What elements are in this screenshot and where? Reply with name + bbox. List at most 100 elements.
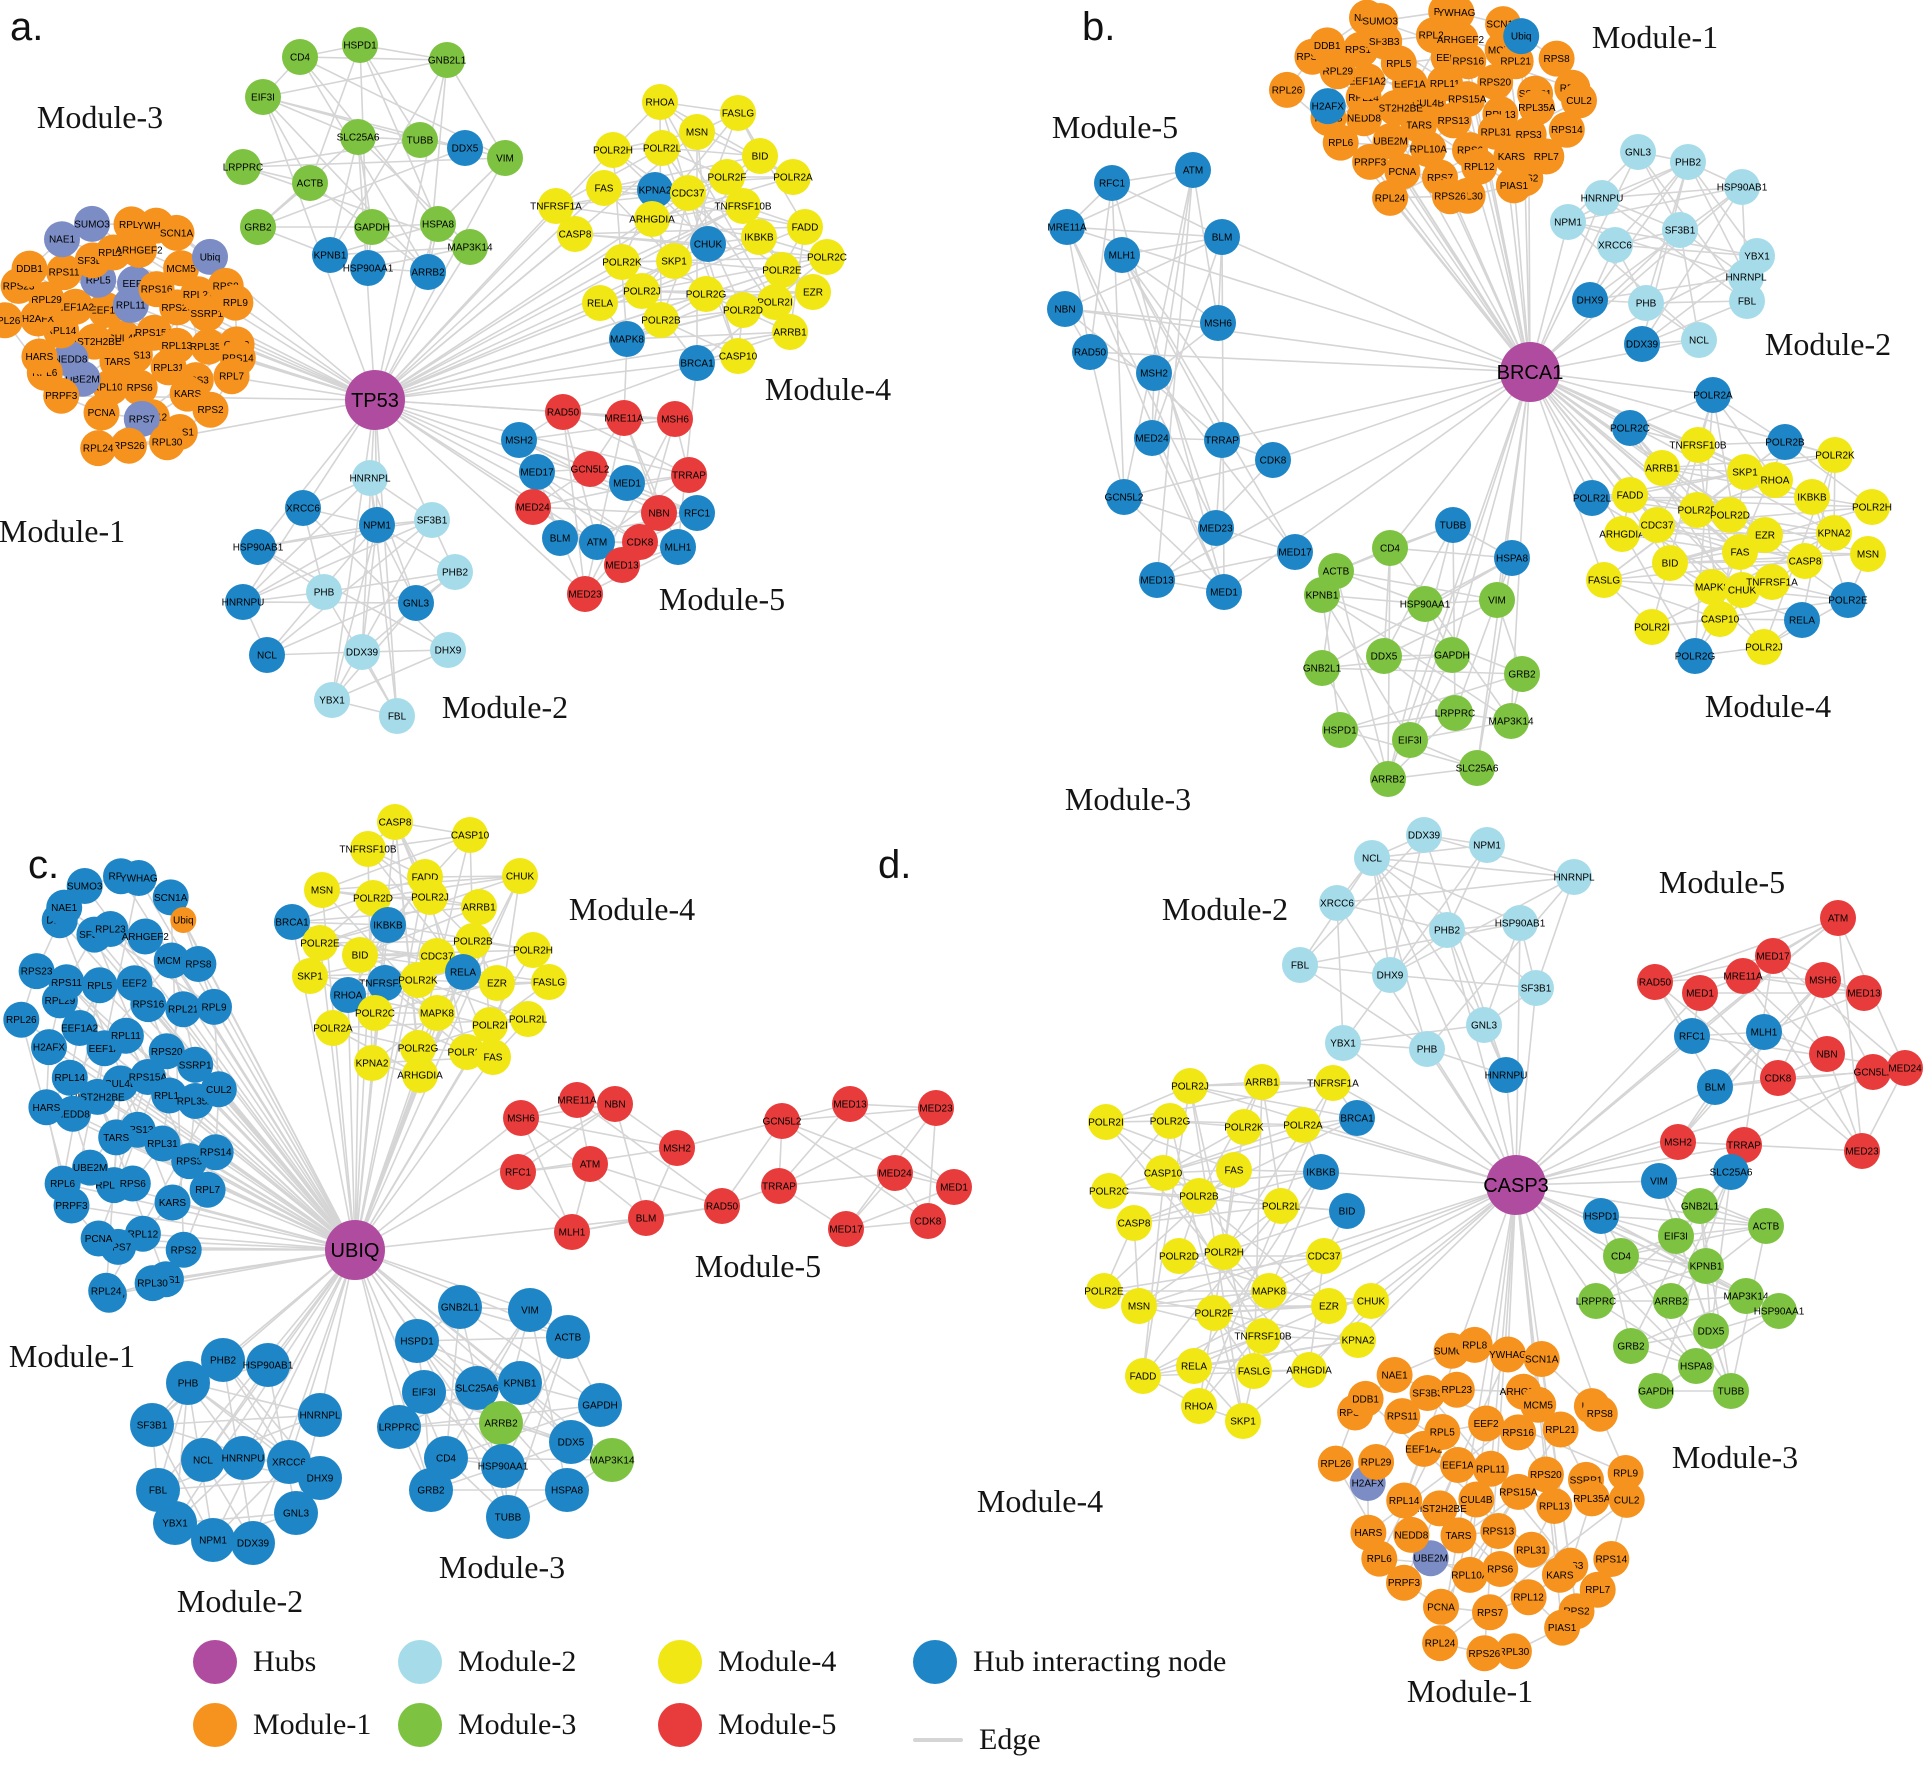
node-RPL24[interactable] [88,1272,125,1309]
node-GCN5L2[interactable] [1855,1054,1891,1090]
node-CASP10[interactable] [452,817,488,853]
node-GNB2L1[interactable] [429,42,465,78]
node-RPL5[interactable] [81,967,118,1004]
node-PCNA[interactable] [1423,1588,1459,1625]
node-DDX39[interactable] [1406,817,1442,853]
node-NPM1[interactable] [1469,827,1505,863]
node-RPS6[interactable] [114,1165,151,1202]
node-PRPF3[interactable] [1352,143,1389,180]
node-MED17[interactable] [1755,938,1791,974]
node-RPL31[interactable] [144,1125,181,1162]
node-DHX9[interactable] [430,632,466,668]
node-HNRNPU[interactable] [1584,180,1620,216]
node-MCM5[interactable] [1520,1386,1557,1423]
node-CD4[interactable] [282,39,318,75]
node-ACTB[interactable] [1748,1208,1784,1244]
node-SF3B1[interactable] [414,502,450,538]
node-PRPF3[interactable] [1386,1564,1422,1601]
node-RPS11[interactable] [1384,1398,1421,1435]
node-MED23[interactable] [567,576,603,612]
node-RPS20[interactable] [1527,1456,1564,1493]
node-GNL3[interactable] [1620,134,1656,170]
node-RPL7[interactable] [213,358,250,395]
node-POLR2K[interactable] [1817,437,1853,473]
node-FBL[interactable] [1729,283,1765,319]
node-DDB1[interactable] [1347,1380,1384,1417]
node-FAS[interactable] [1216,1152,1252,1188]
node-BLM[interactable] [1697,1069,1733,1105]
node-MSH6[interactable] [657,401,693,437]
node-CHUK[interactable] [690,226,726,262]
node-MED24[interactable] [877,1155,913,1191]
node-EEF1A2[interactable] [57,288,94,325]
node-MLH1[interactable] [1746,1014,1782,1050]
node-LRPPRC[interactable] [377,1405,421,1449]
node-CASP10[interactable] [1702,601,1738,637]
node-FADD[interactable] [787,209,823,245]
node-RPL7[interactable] [189,1171,226,1208]
node-FAS[interactable] [586,170,622,206]
node-PHB[interactable] [166,1361,210,1405]
node-GRB2[interactable] [240,209,276,245]
node-MSN[interactable] [1121,1288,1157,1324]
node-BRCA1[interactable] [679,345,715,381]
node-POLR2H[interactable] [595,132,631,168]
node-IKBKB[interactable] [370,907,406,943]
node-MED24[interactable] [515,489,551,525]
node-GAPDH[interactable] [578,1383,622,1427]
node-HSP90AA1[interactable] [1761,1293,1797,1329]
node-PHB2[interactable] [1670,144,1706,180]
node-MAPK8[interactable] [1694,569,1730,605]
node-POLR2A[interactable] [1285,1107,1321,1143]
node-EEF1A2[interactable] [61,1010,98,1046]
node-EZR[interactable] [795,274,831,310]
node-ACTB[interactable] [292,165,328,201]
node-RPL31[interactable] [1513,1531,1550,1568]
node-RPL13[interactable] [1536,1488,1573,1524]
node-RPS16[interactable] [130,986,167,1023]
node-TNFRSF1A[interactable] [1754,564,1790,600]
node-GNB2L1[interactable] [1682,1188,1718,1224]
node-RPL26[interactable] [1269,71,1305,108]
node-ARRB1[interactable] [461,889,497,925]
node-CDK8[interactable] [1255,442,1291,478]
node-RPS8[interactable] [180,946,217,982]
node-POLR2C[interactable] [357,995,393,1031]
node-HSP90AA1[interactable] [350,250,386,286]
node-HSPA8[interactable] [420,206,456,242]
node-KPNB1[interactable] [1304,577,1340,613]
node-MRE11A[interactable] [559,1082,595,1118]
node-NAE1[interactable] [1376,1357,1413,1393]
node-YBX1[interactable] [314,682,350,718]
node-RAD50[interactable] [1072,334,1108,370]
node-MSH2[interactable] [501,422,537,458]
node-MSH6[interactable] [503,1100,539,1136]
node-ARRB1[interactable] [772,314,808,350]
node-MED17[interactable] [828,1211,864,1247]
node-RPL26[interactable] [1317,1445,1354,1482]
node-YBX1[interactable] [153,1501,197,1545]
node-SLC25A6[interactable] [1713,1154,1749,1190]
node-POLR2H[interactable] [1206,1234,1242,1270]
node-RPL10A[interactable] [1451,1556,1488,1593]
node-SKP1[interactable] [1225,1403,1261,1439]
node-MSH2[interactable] [659,1130,695,1166]
node-RPS11[interactable] [48,964,85,1001]
node-MAPK8[interactable] [419,995,455,1031]
node-GNL3[interactable] [398,585,434,621]
node-YWHAG[interactable] [120,860,157,896]
node-POLR2J[interactable] [1172,1068,1208,1104]
node-RPL21[interactable] [165,991,202,1028]
node-MLH1[interactable] [1104,237,1140,273]
node-HSPD1[interactable] [342,27,378,63]
node-POLR2A[interactable] [1695,377,1731,413]
node-RPL8[interactable] [1456,1326,1493,1363]
node-DDX39[interactable] [344,634,380,670]
node-H2AFX[interactable] [1309,88,1346,125]
node-ARHGEF2[interactable] [127,918,164,955]
node-TRRAP[interactable] [761,1168,797,1204]
node-ARRB1[interactable] [1644,450,1680,486]
node-CDC37[interactable] [419,938,455,974]
node-TNFRSF1A[interactable] [367,965,403,1001]
node-PRPF3[interactable] [53,1187,90,1224]
